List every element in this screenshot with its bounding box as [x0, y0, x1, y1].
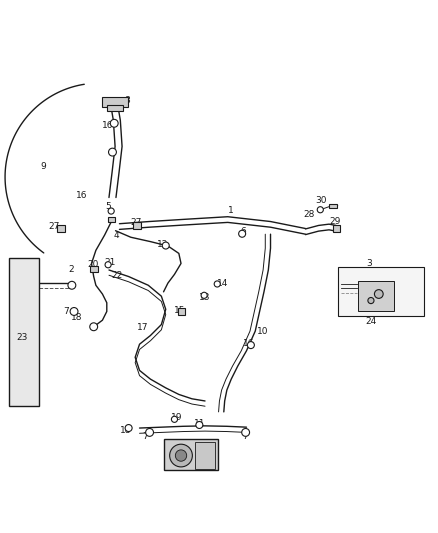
- Text: 16: 16: [244, 339, 255, 348]
- Circle shape: [171, 416, 177, 422]
- Circle shape: [214, 281, 220, 287]
- Bar: [133, 222, 141, 229]
- Circle shape: [90, 323, 98, 330]
- Text: 22: 22: [111, 271, 122, 280]
- Text: 2: 2: [68, 265, 74, 274]
- Circle shape: [68, 281, 76, 289]
- Text: 7: 7: [63, 307, 69, 316]
- Circle shape: [196, 422, 203, 429]
- Bar: [338, 267, 424, 316]
- Text: 5: 5: [106, 202, 111, 211]
- Text: 27: 27: [131, 219, 142, 228]
- Text: 20: 20: [87, 260, 99, 269]
- Text: 17: 17: [138, 323, 149, 332]
- Text: 18: 18: [71, 313, 82, 321]
- Circle shape: [317, 207, 323, 213]
- Circle shape: [374, 289, 383, 298]
- Text: 6: 6: [240, 227, 246, 236]
- Circle shape: [109, 148, 117, 156]
- Circle shape: [175, 450, 187, 461]
- Text: 24: 24: [366, 317, 377, 326]
- Text: 29: 29: [329, 217, 341, 227]
- Circle shape: [247, 342, 254, 349]
- Bar: [57, 225, 65, 232]
- Bar: [108, 216, 115, 222]
- Text: 3: 3: [367, 259, 372, 268]
- Text: 13: 13: [198, 293, 210, 302]
- Bar: [107, 105, 124, 111]
- Bar: [163, 439, 218, 471]
- Circle shape: [239, 230, 246, 237]
- Text: 30: 30: [315, 196, 327, 205]
- Bar: [358, 281, 394, 311]
- Text: 7: 7: [242, 432, 248, 441]
- Circle shape: [368, 297, 374, 304]
- Text: 10: 10: [258, 327, 269, 336]
- Text: 11: 11: [194, 419, 205, 428]
- Bar: [102, 97, 128, 107]
- Text: 27: 27: [49, 222, 60, 231]
- Bar: [332, 224, 339, 232]
- Text: 16: 16: [102, 122, 114, 131]
- Bar: [90, 266, 98, 271]
- Text: 9: 9: [40, 161, 46, 171]
- Circle shape: [125, 425, 132, 432]
- Text: 21: 21: [105, 257, 116, 266]
- Text: 7: 7: [142, 432, 148, 441]
- Circle shape: [110, 119, 118, 127]
- Text: 28: 28: [303, 209, 314, 219]
- Bar: [329, 204, 337, 208]
- Text: 23: 23: [16, 333, 28, 342]
- Bar: [177, 308, 184, 315]
- Text: 16: 16: [76, 191, 88, 200]
- Circle shape: [170, 444, 192, 467]
- Bar: [10, 258, 39, 406]
- Circle shape: [162, 242, 169, 249]
- Circle shape: [242, 429, 250, 437]
- Text: 8: 8: [124, 96, 130, 105]
- Circle shape: [70, 308, 78, 316]
- Bar: [195, 442, 215, 469]
- Circle shape: [201, 292, 207, 298]
- Text: 18: 18: [120, 426, 131, 435]
- Text: 14: 14: [217, 279, 229, 288]
- Circle shape: [146, 429, 153, 437]
- Text: 12: 12: [157, 240, 168, 249]
- Text: 1: 1: [228, 206, 233, 215]
- Text: 15: 15: [173, 305, 185, 314]
- Text: 25: 25: [374, 291, 386, 300]
- Text: 26: 26: [379, 277, 390, 285]
- Text: 19: 19: [171, 413, 183, 422]
- Text: 4: 4: [113, 231, 119, 239]
- Circle shape: [105, 262, 111, 268]
- Circle shape: [108, 208, 114, 214]
